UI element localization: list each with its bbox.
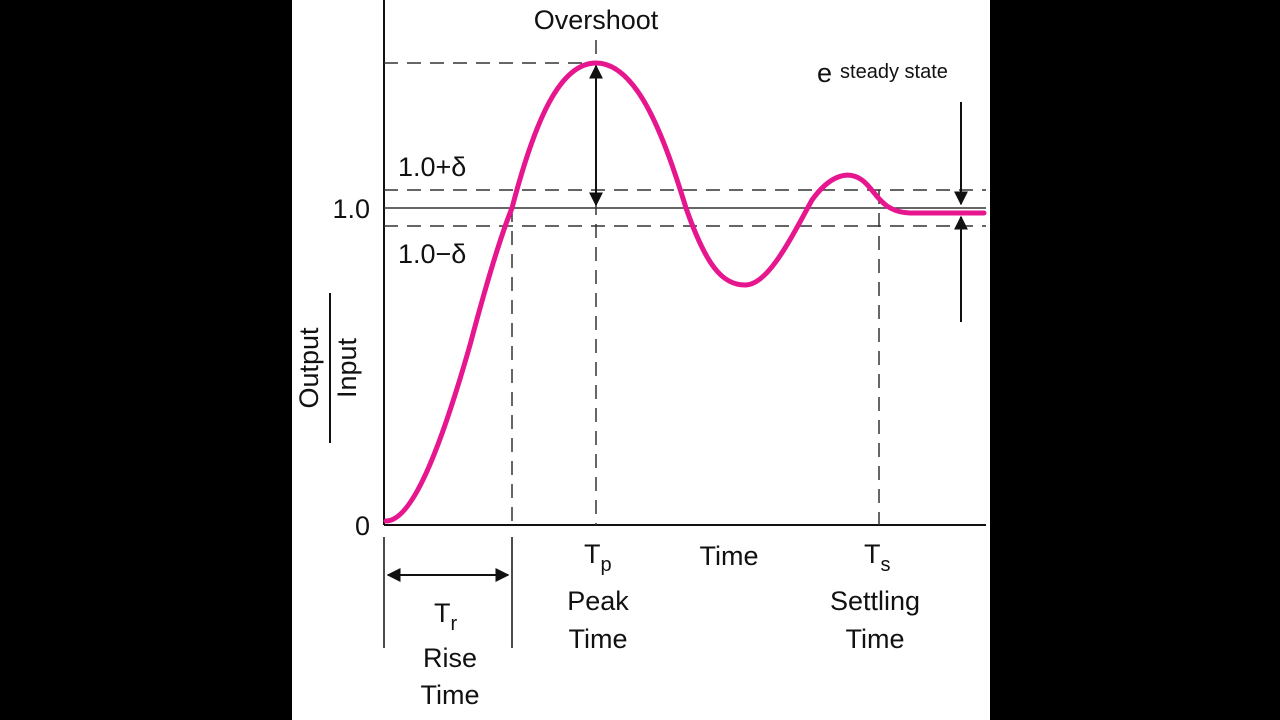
peak-time-line2: Time (569, 624, 628, 654)
y-axis-numerator: Output (294, 327, 324, 409)
diagram-panel (292, 0, 990, 720)
response-curve (383, 60, 987, 524)
final-value-tick: 1.0 (332, 194, 370, 224)
rise-time-symbol: Tr (434, 598, 458, 635)
overshoot-label: Overshoot (534, 5, 659, 35)
rise-time-line1: Rise (423, 643, 477, 673)
settling-time-line2: Time (846, 624, 905, 654)
settling-time-line1: Settling (830, 586, 920, 616)
rise-time-line2: Time (421, 680, 480, 710)
upper-band-label: 1.0+δ (398, 152, 466, 182)
zero-tick: 0 (355, 511, 370, 541)
y-axis-label: Output Input (294, 293, 362, 443)
peak-time-symbol: Tp (584, 539, 612, 576)
peak-time-line1: Peak (567, 586, 629, 616)
settling-time-symbol: Ts (864, 539, 891, 576)
lower-band-label: 1.0−δ (398, 239, 466, 269)
x-axis-label: Time (700, 541, 759, 571)
steady-state-error-label: e steady state (817, 58, 948, 88)
y-axis-denominator: Input (332, 337, 362, 398)
